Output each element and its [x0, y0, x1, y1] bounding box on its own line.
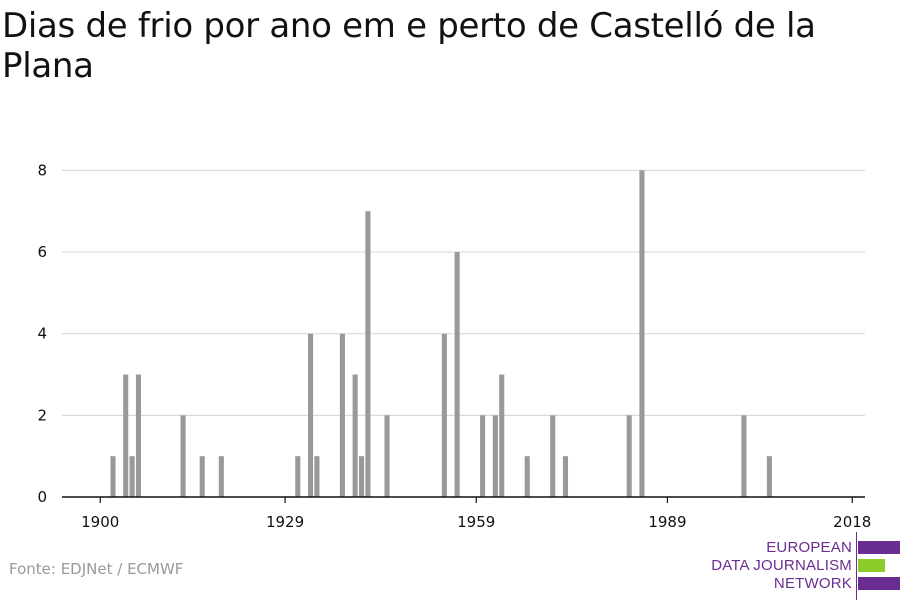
y-tick-label: 8 [37, 161, 47, 179]
chart-title: Dias de frio por ano em e perto de Caste… [2, 6, 816, 86]
bar [307, 333, 314, 497]
bar [626, 415, 632, 497]
bar [218, 456, 224, 497]
x-tick-label: 1929 [266, 513, 304, 531]
bar [441, 333, 447, 497]
bar [524, 456, 530, 497]
bar [358, 456, 365, 497]
logo-line-2: DATA JOURNALISM [711, 557, 852, 574]
bar [352, 374, 358, 497]
logo-divider [856, 532, 857, 600]
bar [639, 170, 645, 498]
bar [199, 456, 205, 497]
bar [766, 456, 772, 497]
logo-bar-purple-bottom [858, 577, 900, 590]
y-tick-label: 2 [37, 406, 47, 424]
bar [480, 415, 486, 497]
bar [365, 211, 371, 497]
logo-line-1: EUROPEAN [766, 539, 852, 556]
bar [550, 415, 556, 497]
y-tick-label: 6 [37, 243, 47, 261]
x-tick-label: 2018 [833, 513, 871, 531]
bar [123, 374, 129, 497]
bar [110, 456, 116, 497]
bar [562, 456, 569, 497]
bar [741, 415, 747, 497]
logo-bar-purple-top [858, 541, 900, 554]
bar [129, 456, 135, 497]
bar [499, 374, 505, 497]
bars [110, 170, 772, 498]
x-tick-label: 1959 [457, 513, 495, 531]
bar [295, 456, 301, 497]
source-note: Fonte: EDJNet / ECMWF [9, 560, 184, 578]
x-tick-label: 1989 [648, 513, 686, 531]
bar [339, 333, 345, 497]
logo-line-3: NETWORK [773, 575, 852, 592]
bar [180, 415, 186, 497]
logo-bar-green [858, 559, 885, 572]
bar [314, 456, 320, 497]
gridlines [62, 169, 865, 416]
x-tick-label: 1900 [81, 513, 119, 531]
bar [454, 252, 460, 497]
bar [135, 374, 142, 497]
bar [384, 415, 390, 497]
y-tick-label: 0 [37, 488, 47, 506]
axes: 0 2 4 6 8 1900 1929 1959 1989 2018 [37, 161, 871, 531]
bar [492, 415, 498, 497]
edjnet-logo[interactable]: EUROPEAN DATA JOURNALISM NETWORK [700, 532, 900, 600]
y-tick-label: 4 [37, 325, 47, 343]
